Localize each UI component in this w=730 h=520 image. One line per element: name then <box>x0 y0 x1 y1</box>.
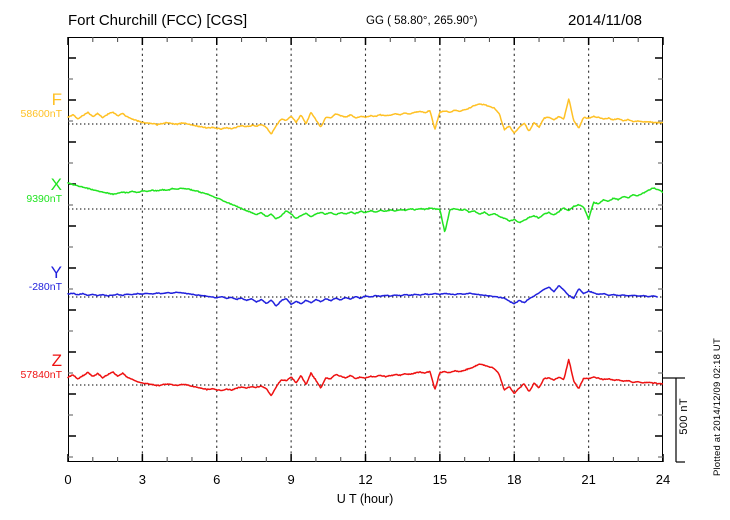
x-tick-label: 12 <box>358 472 373 487</box>
trace-y <box>67 285 658 307</box>
x-tick-label: 18 <box>507 472 522 487</box>
x-axis-ticks <box>67 37 664 462</box>
page-title: Fort Churchill (FCC) [CGS] <box>68 12 248 29</box>
x-axis-tick-labels: 0 3 6 9 12 15 18 21 24 <box>0 472 730 490</box>
component-label-z: Z 57840nT <box>0 351 62 382</box>
trace-x <box>67 182 664 233</box>
component-baseline-y: -280nT <box>28 281 62 293</box>
component-label-f: F 58600nT <box>0 90 62 121</box>
component-baseline-x: 9390nT <box>26 193 62 205</box>
component-symbol-y: Y <box>50 263 62 282</box>
x-axis-title: U T (hour) <box>336 492 394 506</box>
scale-bar-icon <box>663 377 685 463</box>
component-symbol-z: Z <box>51 351 62 370</box>
component-symbol-x: X <box>50 175 62 194</box>
x-tick-label: 9 <box>287 472 295 487</box>
component-baseline-z: 57840nT <box>20 369 62 381</box>
component-baseline-f: 58600nT <box>20 108 62 120</box>
component-label-x: X 9390nT <box>0 175 62 206</box>
x-tick-label: 0 <box>64 472 72 487</box>
x-tick-label: 24 <box>655 472 671 487</box>
grid-lines <box>141 37 590 462</box>
x-tick-label: 15 <box>432 472 448 487</box>
scale-bar-label: 500 nT <box>678 398 690 435</box>
y-axis-ticks <box>68 57 663 458</box>
x-tick-label: 6 <box>213 472 221 487</box>
x-tick-label: 3 <box>138 472 146 487</box>
data-traces <box>67 98 664 397</box>
geographic-coordinates: GG ( 58.80°, 265.90°) <box>366 15 478 27</box>
trace-f <box>67 98 664 135</box>
observation-date: 2014/11/08 <box>568 12 642 29</box>
trace-z <box>67 358 664 397</box>
component-label-y: Y -280nT <box>0 263 62 294</box>
component-symbol-f: F <box>51 90 62 109</box>
x-tick-label: 21 <box>581 472 596 487</box>
plotted-at-timestamp: Plotted at 2014/12/09 02:18 UT <box>712 338 723 477</box>
